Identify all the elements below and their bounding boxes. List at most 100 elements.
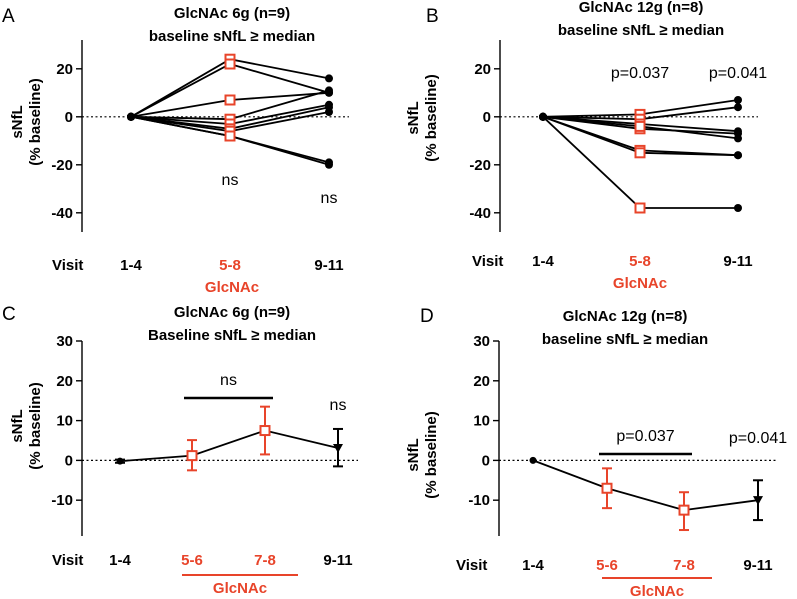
y-axis: 30 20 10 0 -10 (51, 333, 83, 536)
data-point (734, 204, 742, 212)
y-axis-label-line-2: (% baseline) (27, 382, 44, 470)
x-axis-title: Visit (52, 552, 83, 569)
data-point-square (634, 120, 646, 132)
y-axis: 30 20 10 0 -10 (468, 333, 500, 536)
mean-point (601, 482, 613, 494)
data-point-square (224, 94, 236, 106)
treatment-label: GlcNAc (205, 279, 259, 296)
chart-title-line-1: GlcNAc 6g (n=9) (174, 5, 290, 22)
x-axis: 1-4 5-6 7-8 9-11 (82, 459, 358, 569)
x-tick-label: 9-11 (743, 557, 772, 574)
significance-label: ns (220, 372, 237, 389)
x-axis: 1-4 5-8 9-11 (500, 116, 758, 270)
y-tick-label: -20 (51, 157, 73, 174)
data-point-square (634, 147, 646, 159)
panel-label-d: D (420, 306, 434, 327)
series-lines (130, 58, 330, 166)
chart-title-line-1: GlcNAc 12g (n=8) (579, 0, 704, 16)
x-tick-label: 1-4 (109, 552, 131, 569)
y-tick-label: -40 (51, 205, 73, 222)
x-tick-label: 5-6 (181, 552, 203, 569)
data-points (116, 425, 343, 465)
panel-label-a: A (2, 6, 15, 27)
y-tick-label: 30 (473, 333, 490, 350)
data-point (734, 151, 742, 160)
treatment-label: GlcNAc (613, 275, 667, 292)
data-point-square (224, 130, 236, 142)
mean-point (753, 496, 763, 506)
data-point (325, 160, 333, 169)
significance-label: ns (330, 397, 347, 414)
x-tick-label: 7-8 (254, 552, 276, 569)
y-axis: 20 0 -20 -40 (51, 40, 83, 232)
significance-label: ns (222, 172, 239, 189)
mean-point (116, 457, 124, 465)
y-tick-label: 30 (56, 333, 73, 350)
y-tick-label: 0 (483, 109, 491, 126)
y-axis-label-line-1: sNfL (9, 409, 26, 442)
y-tick-label: 0 (65, 109, 73, 126)
y-axis-label-line-1: sNfL (405, 101, 422, 134)
annotations: p=0.037 p=0.041 (611, 65, 767, 82)
panel-label-c: C (2, 304, 16, 325)
data-point (734, 103, 742, 112)
x-tick-label: 5-8 (629, 253, 651, 270)
x-axis-title: Visit (52, 257, 83, 274)
y-tick-label: 20 (473, 373, 490, 390)
series-lines (532, 459, 759, 512)
data-point (325, 86, 333, 95)
chart-title-line-2: baseline sNfL ≥ median (149, 28, 315, 45)
data-point (539, 112, 547, 121)
panel-label-b: B (426, 6, 439, 27)
mean-point (529, 456, 537, 464)
data-point (325, 108, 333, 116)
data-point (734, 96, 742, 104)
mean-line (119, 429, 339, 463)
mean-point (678, 504, 690, 516)
panel-a: A GlcNAc 6g (n=9) baseline sNfL ≥ median… (2, 5, 349, 296)
treatment-label: GlcNAc (213, 580, 267, 597)
panel-d: D GlcNAc 12g (n=8) baseline sNfL ≥ media… (405, 306, 787, 599)
x-tick-label: 9-11 (323, 552, 352, 569)
mean-point (333, 444, 343, 454)
mean-point (186, 450, 198, 462)
x-tick-label: 5-8 (219, 257, 241, 274)
y-tick-label: -40 (469, 205, 491, 222)
y-axis-label-line-2: (% baseline) (27, 78, 44, 166)
y-tick-label: 10 (473, 413, 490, 430)
annotations: ns ns (222, 172, 338, 207)
x-tick-label: 7-8 (673, 557, 695, 574)
y-tick-label: -10 (468, 492, 490, 509)
significance-label: p=0.041 (729, 430, 787, 447)
data-point (734, 134, 742, 143)
y-tick-label: 0 (482, 452, 490, 469)
x-tick-label: 1-4 (120, 257, 142, 274)
data-point (325, 74, 333, 83)
y-tick-label: 20 (474, 61, 491, 78)
data-points (529, 456, 763, 516)
x-axis: 1-4 5-8 9-11 (82, 116, 349, 274)
data-point (127, 112, 135, 121)
y-tick-label: 20 (56, 373, 73, 390)
series-lines (119, 429, 339, 463)
significance-label: p=0.041 (709, 65, 767, 82)
y-axis-label-line-1: sNfL (9, 105, 26, 138)
data-point-square (634, 202, 646, 214)
annotations: p=0.037 p=0.041 (599, 428, 787, 456)
y-tick-label: 20 (56, 61, 73, 78)
y-tick-label: 10 (56, 413, 73, 430)
panel-b: B GlcNAc 12g (n=8) baseline sNfL ≥ media… (405, 0, 767, 292)
annotations: ns ns (184, 372, 346, 414)
y-axis-label-line-2: (% baseline) (423, 74, 440, 162)
chart-title-line-1: GlcNAc 12g (n=8) (563, 308, 688, 325)
panel-c: C GlcNAc 6g (n=9) Baseline sNfL ≥ median… (2, 304, 358, 597)
x-tick-label: 9-11 (723, 253, 752, 270)
error-bars (602, 467, 763, 532)
y-tick-label: -20 (469, 157, 491, 174)
significance-label: ns (321, 190, 338, 207)
x-tick-label: 1-4 (532, 253, 554, 270)
chart-title-line-1: GlcNAc 6g (n=9) (174, 304, 290, 321)
y-axis-label-line-2: (% baseline) (423, 411, 440, 499)
x-tick-label: 1-4 (522, 557, 544, 574)
